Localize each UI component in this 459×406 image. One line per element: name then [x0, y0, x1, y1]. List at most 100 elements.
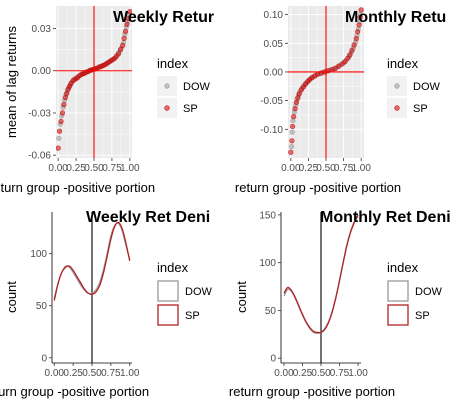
- y-tick-label: -0.05: [260, 96, 283, 107]
- y-tick-label: 50: [36, 301, 48, 312]
- data-point-sp: [127, 9, 132, 15]
- y-tick-label: -0.10: [260, 125, 283, 136]
- panel-contents: [56, 6, 132, 158]
- legend-title: index: [387, 260, 419, 275]
- legend-label: DOW: [415, 286, 443, 298]
- legend-key-dow: [157, 280, 179, 302]
- y-tick-label: 0.10: [264, 10, 284, 21]
- data-point-sp: [121, 35, 127, 41]
- legend-label: SP: [185, 310, 200, 322]
- y-tick-label: 150: [259, 210, 276, 221]
- data-point-sp: [358, 7, 364, 13]
- x-tick-label: 0.25: [63, 368, 83, 379]
- legend-label: DOW: [413, 81, 441, 93]
- data-point-sp: [296, 91, 302, 97]
- y-axis-title: count: [4, 281, 19, 313]
- data-point-sp: [353, 36, 359, 42]
- x-tick-label: 0.50: [84, 163, 104, 174]
- data-point-sp: [120, 42, 126, 49]
- y-tick-label: 100: [259, 258, 276, 269]
- data-point-sp: [59, 110, 66, 116]
- data-point-dow: [289, 129, 295, 135]
- legend-key-dow: [387, 280, 409, 302]
- x-tick-label: 0.00: [48, 163, 68, 174]
- data-point-sp: [125, 16, 132, 22]
- y-tick-label: -0.06: [28, 151, 51, 162]
- data-point-sp: [347, 52, 353, 58]
- x-axis-title: return group -positive portion: [235, 180, 401, 195]
- monthly-density-chart: 0.00 0.25 0.50 0.75 1.00 0 50 100 150 Monthly Ret…: [229, 209, 451, 399]
- x-tick-label: 0.50: [316, 163, 336, 174]
- x-tick-label: 1.00: [120, 368, 140, 379]
- data-point-sp: [56, 145, 61, 151]
- y-tick-label: 50: [265, 306, 277, 317]
- data-point-sp: [357, 14, 363, 21]
- panel-contents: [288, 6, 364, 158]
- data-point-sp: [355, 29, 361, 35]
- legend-title: index: [157, 56, 189, 71]
- y-axis-title: mean of lag returns: [4, 26, 19, 139]
- data-point-sp: [124, 21, 130, 27]
- y-tick-label: 0.00: [32, 66, 52, 77]
- y-axis-title: count: [234, 281, 249, 313]
- data-point-sp: [349, 47, 355, 53]
- x-tick-label: 0.00: [45, 368, 65, 379]
- chart-title: Weekly Retur: [113, 9, 214, 26]
- series-line-sp: [283, 214, 359, 334]
- x-axis-title: return group -positive portion: [0, 384, 149, 399]
- data-point-sp: [356, 22, 362, 28]
- y-tick-label: 0.00: [264, 67, 284, 78]
- data-point-sp: [342, 59, 348, 65]
- x-tick-label: 1.00: [351, 163, 371, 174]
- legend-label: SP: [183, 103, 198, 115]
- x-tick-label: 0.75: [334, 163, 354, 174]
- data-point-sp: [58, 118, 64, 125]
- x-tick-label: 0.75: [101, 368, 121, 379]
- legend-label: DOW: [185, 286, 213, 298]
- x-tick-label: 1.00: [348, 368, 368, 379]
- x-tick-label: 0.25: [299, 163, 319, 174]
- monthly-scatter-chart: 0.000.250.500.751.00-0.10-0.050.000.050.…: [235, 6, 446, 195]
- y-tick-label: 0: [270, 354, 276, 365]
- x-tick-label: 1.00: [120, 163, 140, 174]
- legend-key-dow: [394, 83, 400, 89]
- data-point-sp: [291, 114, 297, 120]
- data-point-dow: [288, 143, 295, 150]
- x-tick-label: 0.25: [293, 368, 313, 379]
- panel-contents: [53, 212, 131, 363]
- data-point-sp: [122, 28, 129, 34]
- data-point-sp: [351, 42, 357, 48]
- x-tick-label: 0.75: [330, 368, 350, 379]
- data-point-sp: [64, 90, 70, 96]
- x-axis-title: return group -positive portion: [229, 384, 395, 399]
- chart-title: Monthly Retu: [345, 9, 446, 26]
- data-point-sp: [61, 101, 67, 108]
- x-tick-label: 0.25: [66, 163, 86, 174]
- legend-label: SP: [415, 310, 430, 322]
- data-point-sp: [292, 106, 298, 112]
- y-tick-label: 0.03: [32, 24, 52, 35]
- x-tick-label: 0.50: [82, 368, 102, 379]
- data-point-sp: [289, 138, 295, 144]
- legend-title: index: [387, 56, 419, 71]
- data-point-sp: [293, 99, 300, 105]
- x-axis-title: return group -positive portion: [0, 180, 155, 195]
- chart-title: Weekly Ret Deni: [86, 209, 210, 226]
- series-line-sp: [53, 221, 131, 301]
- data-point-sp: [56, 128, 63, 134]
- weekly-density-chart: 0.00 0.25 0.50 0.75 1.00 0 50 100 Weekly Ret Den…: [0, 209, 213, 399]
- legend-label: SP: [413, 103, 428, 115]
- data-point-dow: [56, 135, 62, 141]
- weekly-scatter-chart: 0.000.250.500.751.00-0.06-0.030.000.03We…: [0, 6, 214, 195]
- chart-title: Monthly Ret Deni: [320, 209, 451, 226]
- data-point-sp: [289, 123, 296, 130]
- legend-key-sp: [387, 304, 409, 326]
- legend-key-dow: [164, 83, 170, 89]
- data-point-sp: [117, 47, 124, 53]
- y-tick-label: 0: [41, 353, 47, 364]
- y-tick-label: 100: [30, 249, 47, 260]
- y-tick-label: -0.03: [28, 108, 51, 119]
- legend-key-sp: [157, 304, 179, 326]
